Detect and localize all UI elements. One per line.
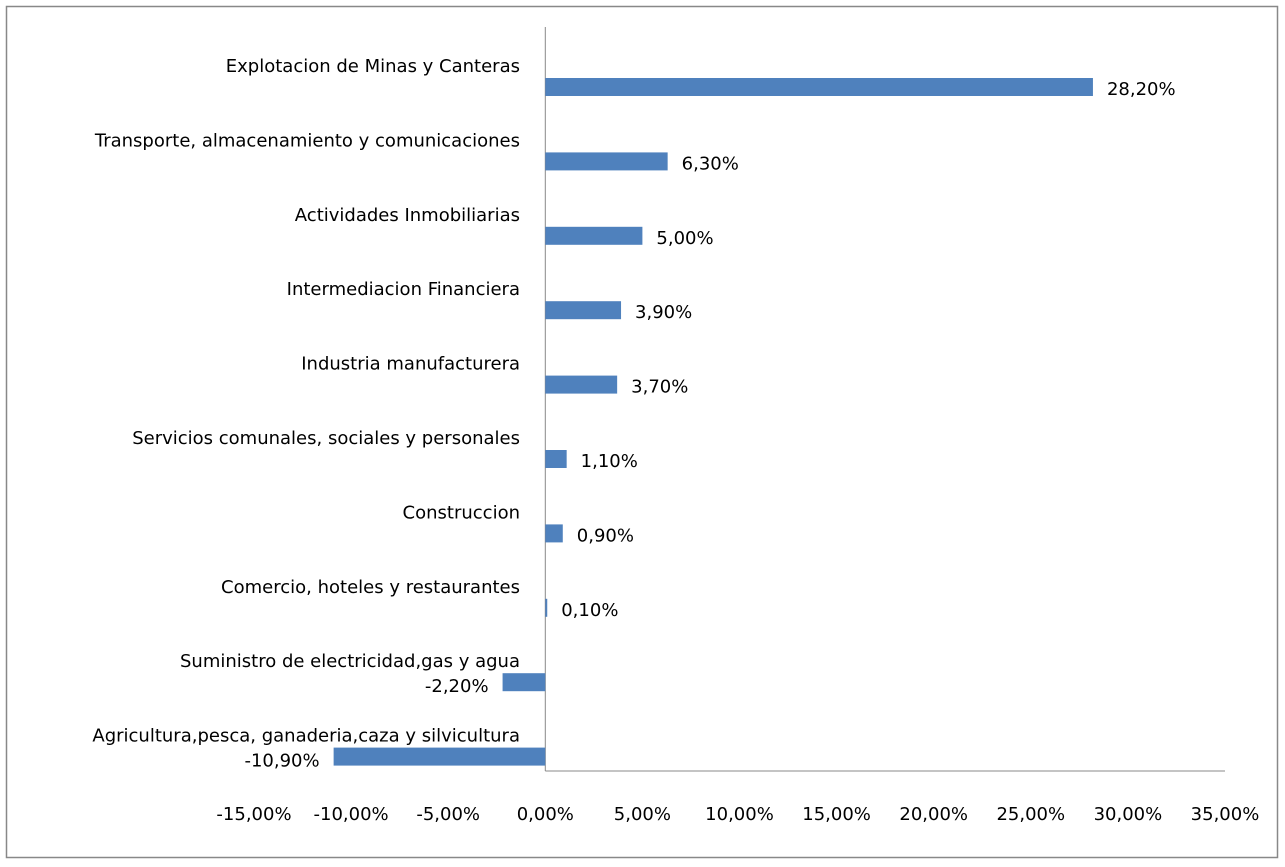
category-label: Servicios comunales, sociales y personal… (132, 428, 520, 449)
x-tick-label: 25,00% (996, 804, 1065, 825)
bar (545, 375, 618, 394)
category-label: Construccion (403, 502, 520, 523)
x-tick-label: 35,00% (1191, 804, 1260, 825)
bar (333, 747, 546, 766)
bar (545, 226, 643, 245)
x-tick-label: -15,00% (216, 804, 291, 825)
value-label: 28,20% (1107, 79, 1176, 100)
bar (545, 524, 563, 543)
category-label: Explotacion de Minas y Canteras (226, 56, 520, 77)
bar (545, 598, 548, 617)
category-label: Agricultura,pesca, ganaderia,caza y silv… (92, 726, 520, 747)
bar (545, 78, 1093, 96)
value-label: 1,10% (581, 451, 638, 472)
value-label: 3,90% (635, 302, 692, 323)
category-label: Intermediacion Financiera (287, 279, 520, 300)
x-tick-label: -5,00% (416, 804, 480, 825)
category-label: Industria manufacturera (301, 354, 520, 375)
value-label: -10,90% (244, 751, 319, 772)
value-label: 3,70% (631, 377, 688, 398)
bar (545, 450, 567, 468)
value-label: 6,30% (682, 153, 739, 174)
x-tick-label: 15,00% (802, 804, 871, 825)
bar (502, 673, 546, 692)
x-tick-label: 10,00% (705, 804, 774, 825)
category-label: Transporte, almacenamiento y comunicacio… (94, 130, 520, 151)
x-tick-label: 0,00% (517, 804, 574, 825)
x-tick-label: 30,00% (1094, 804, 1163, 825)
chart-border (5, 5, 1279, 859)
value-label: 0,90% (577, 525, 634, 546)
value-label: -2,20% (425, 676, 489, 697)
category-label: Comercio, hoteles y restaurantes (221, 577, 520, 598)
category-label: Suministro de electricidad,gas y agua (180, 651, 520, 672)
bar (545, 301, 622, 320)
bar (545, 152, 668, 171)
x-tick-label: 5,00% (614, 804, 671, 825)
category-label: Actividades Inmobiliarias (295, 205, 520, 226)
x-tick-label: -10,00% (314, 804, 389, 825)
x-tick-label: 20,00% (899, 804, 968, 825)
value-label: 0,10% (561, 600, 618, 621)
value-label: 5,00% (656, 228, 713, 249)
